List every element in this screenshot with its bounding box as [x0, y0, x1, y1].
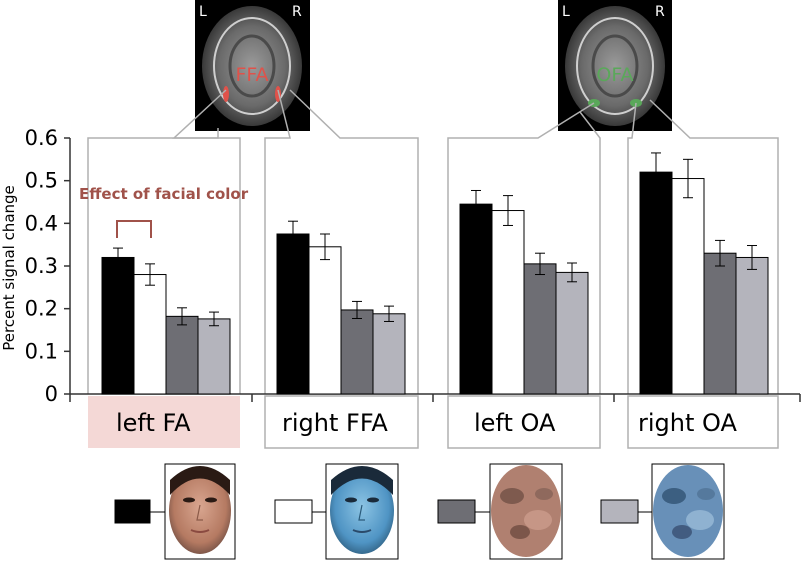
bar	[523, 263, 557, 395]
brain-left-marker: L	[199, 4, 207, 20]
bar	[555, 271, 589, 395]
annotation-text: Effect of facial color	[79, 185, 249, 203]
highlight-box	[88, 396, 240, 448]
bar	[308, 246, 342, 395]
region-label: left FA	[116, 409, 191, 437]
brain-panel-ffa: L R FFA	[195, 0, 310, 131]
y-tick-label: 0	[45, 382, 58, 406]
y-tick-label: 0.5	[25, 169, 58, 193]
y-tick-label: 0.2	[25, 297, 58, 321]
bar	[703, 252, 737, 395]
connector-line	[627, 102, 637, 394]
bar	[735, 256, 769, 395]
bar	[101, 256, 135, 395]
legend	[114, 463, 725, 560]
connector-line	[289, 89, 419, 394]
legend-swatch	[437, 499, 476, 524]
legend-swatch	[114, 499, 151, 524]
y-tick-label: 0.6	[25, 126, 58, 150]
legend-swatch	[274, 499, 313, 524]
brain-region-label: FFA	[235, 64, 268, 86]
bar	[491, 210, 525, 395]
brain-right-marker: R	[292, 4, 302, 20]
bar	[133, 274, 167, 395]
annotation-bracket	[116, 220, 152, 238]
bar	[340, 309, 374, 395]
connector-line	[264, 89, 291, 394]
bar	[165, 315, 199, 395]
brain-right-marker: R	[655, 4, 665, 20]
bars	[101, 152, 769, 395]
y-ticks: 0 0.1 0.2 0.3 0.4 0.5 0.6	[25, 126, 70, 406]
bar	[197, 318, 231, 395]
region-labels: left FA right FFA left OA right OA	[116, 409, 737, 437]
label-box	[627, 395, 779, 449]
y-axis-title: Percent signal change	[0, 185, 18, 351]
bar	[276, 233, 310, 395]
connector-line	[649, 99, 779, 394]
connector-line	[579, 111, 601, 394]
label-box	[264, 395, 419, 449]
connector-line	[447, 102, 595, 394]
region-label: right FFA	[282, 409, 388, 437]
brain-left-marker: L	[562, 4, 570, 20]
bar	[639, 171, 673, 395]
x-ticks	[69, 394, 801, 402]
region-label: left OA	[474, 409, 556, 437]
y-tick-label: 0.4	[25, 211, 58, 235]
bar	[459, 203, 493, 395]
brain-panel-ofa: L R OFA	[558, 0, 672, 131]
bar	[372, 313, 406, 395]
legend-swatch	[600, 499, 639, 524]
label-box	[447, 395, 601, 449]
connector-lines	[87, 89, 779, 394]
brain-region-label: OFA	[596, 64, 633, 86]
region-label: right OA	[638, 409, 737, 437]
bar	[671, 178, 705, 395]
y-tick-label: 0.1	[25, 339, 58, 363]
y-tick-label: 0.3	[25, 254, 58, 278]
connector-line	[87, 128, 219, 394]
